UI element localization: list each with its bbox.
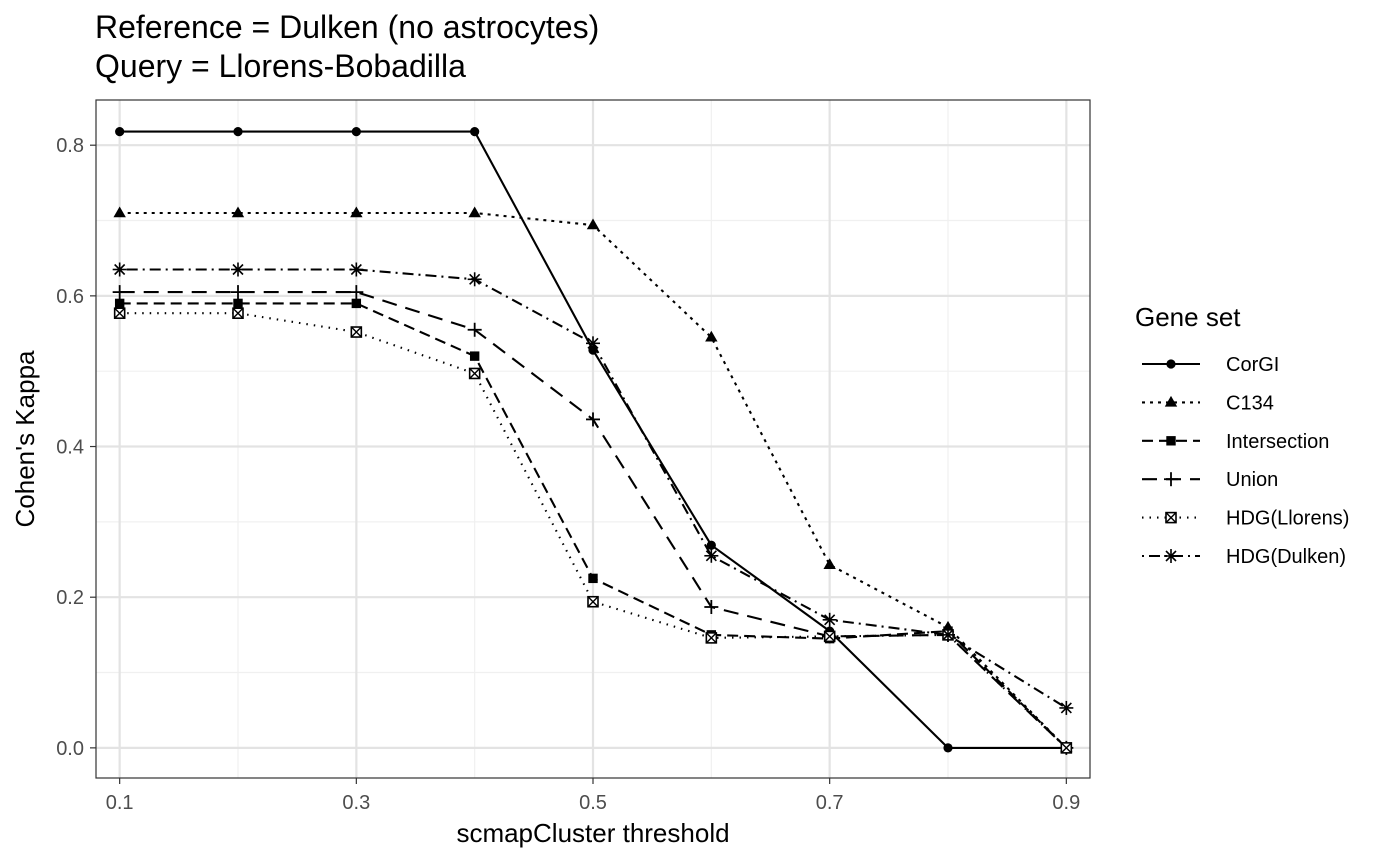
legend-item-c134: C134	[1142, 392, 1274, 414]
data-point-hdg-dulken	[349, 262, 364, 277]
data-point-hdg-llorens	[823, 630, 836, 643]
data-point-c134	[705, 330, 718, 342]
data-point-hdg-dulken	[704, 548, 719, 563]
data-point-c134	[586, 218, 600, 230]
series-line-hdg-llorens	[119, 312, 1068, 749]
x-tick-label: 0.1	[106, 792, 134, 814]
legend-title: Gene set	[1135, 302, 1241, 332]
y-axis-title: Cohen's Kappa	[10, 350, 40, 528]
axes: 0.1 0.3 0.5 0.7 0.9 0.0 0.2 0.4 0.6 0.8	[56, 135, 1080, 814]
data-point-corgi	[351, 127, 361, 137]
data-point-hdg-dulken	[822, 612, 837, 627]
data-point-intersection	[588, 573, 598, 584]
y-tick-label: 0.8	[56, 135, 84, 157]
legend-label-union: Union	[1226, 469, 1278, 491]
data-point-corgi	[943, 743, 953, 753]
legend-label-hdg-llorens: HDG(Llorens)	[1226, 508, 1349, 530]
x-tick-label: 0.3	[342, 792, 370, 814]
x-tick-label: 0.7	[816, 792, 844, 814]
data-point-hdg-llorens	[705, 632, 718, 644]
data-point-corgi	[470, 127, 480, 137]
data-point-intersection	[469, 351, 480, 361]
data-point-c134	[468, 206, 481, 218]
data-point-union	[704, 599, 719, 614]
data-point-corgi	[233, 127, 243, 137]
legend-label-intersection: Intersection	[1226, 431, 1329, 453]
legend-marker-hdg-dulken	[1164, 549, 1178, 563]
y-tick-label: 0.6	[56, 286, 84, 308]
data-point-union	[467, 322, 482, 337]
data-point-hdg-llorens	[350, 326, 363, 338]
data-point-corgi	[115, 127, 125, 137]
grid	[96, 100, 1090, 778]
y-tick-label: 0.2	[56, 587, 84, 609]
data-point-hdg-dulken	[586, 336, 600, 351]
data-point-hdg-llorens	[468, 367, 481, 380]
x-tick-label: 0.5	[579, 792, 607, 814]
legend-item-hdg-dulken: HDG(Dulken)	[1142, 546, 1346, 568]
series-markers	[112, 127, 1074, 755]
data-point-hdg-dulken	[112, 262, 127, 277]
data-point-union	[349, 285, 364, 300]
data-point-hdg-llorens	[232, 307, 244, 319]
data-point-intersection	[114, 298, 125, 309]
data-point-hdg-dulken	[941, 627, 955, 642]
chart-title: Reference = Dulken (no astrocytes) Query…	[95, 8, 599, 86]
data-point-c134	[350, 206, 363, 218]
data-point-c134	[113, 206, 126, 218]
legend-item-union: Union	[1142, 469, 1278, 491]
data-point-corgi	[706, 540, 716, 550]
legend-marker-union	[1164, 472, 1178, 487]
legend: Gene set CorGI C134 Intersection Union HDG(L…	[1135, 302, 1349, 568]
title-line-reference: Reference = Dulken (no astrocytes)	[95, 9, 600, 45]
legend-label-corgi: CorGI	[1226, 354, 1279, 376]
x-tick-label: 0.9	[1052, 792, 1080, 814]
data-point-c134	[231, 206, 245, 218]
legend-marker-intersection	[1166, 436, 1176, 446]
title-line-query: Query = Llorens-Bobadilla	[95, 48, 466, 84]
data-point-union	[231, 285, 245, 300]
legend-marker-hdg-llorens	[1165, 511, 1177, 524]
data-point-c134	[823, 558, 836, 570]
legend-item-intersection: Intersection	[1142, 431, 1329, 453]
legend-item-corgi: CorGI	[1142, 354, 1279, 376]
x-axis-title: scmapCluster threshold	[456, 818, 729, 848]
legend-label-hdg-dulken: HDG(Dulken)	[1226, 546, 1346, 568]
data-point-union	[112, 285, 127, 300]
data-point-hdg-llorens	[113, 307, 126, 319]
data-point-union	[586, 412, 600, 427]
legend-item-hdg-llorens: HDG(Llorens)	[1142, 508, 1349, 530]
data-point-intersection	[351, 298, 362, 309]
data-point-intersection	[233, 298, 243, 309]
data-point-hdg-dulken	[231, 262, 245, 277]
data-point-hdg-dulken	[1059, 700, 1074, 715]
legend-marker-corgi	[1166, 359, 1176, 369]
legend-marker-c134	[1164, 395, 1178, 407]
legend-label-c134: C134	[1226, 392, 1274, 414]
data-point-hdg-llorens	[587, 595, 599, 608]
data-point-hdg-dulken	[467, 272, 482, 287]
y-tick-label: 0.0	[56, 738, 84, 760]
y-tick-label: 0.4	[56, 437, 84, 459]
data-point-hdg-llorens	[1060, 742, 1073, 754]
